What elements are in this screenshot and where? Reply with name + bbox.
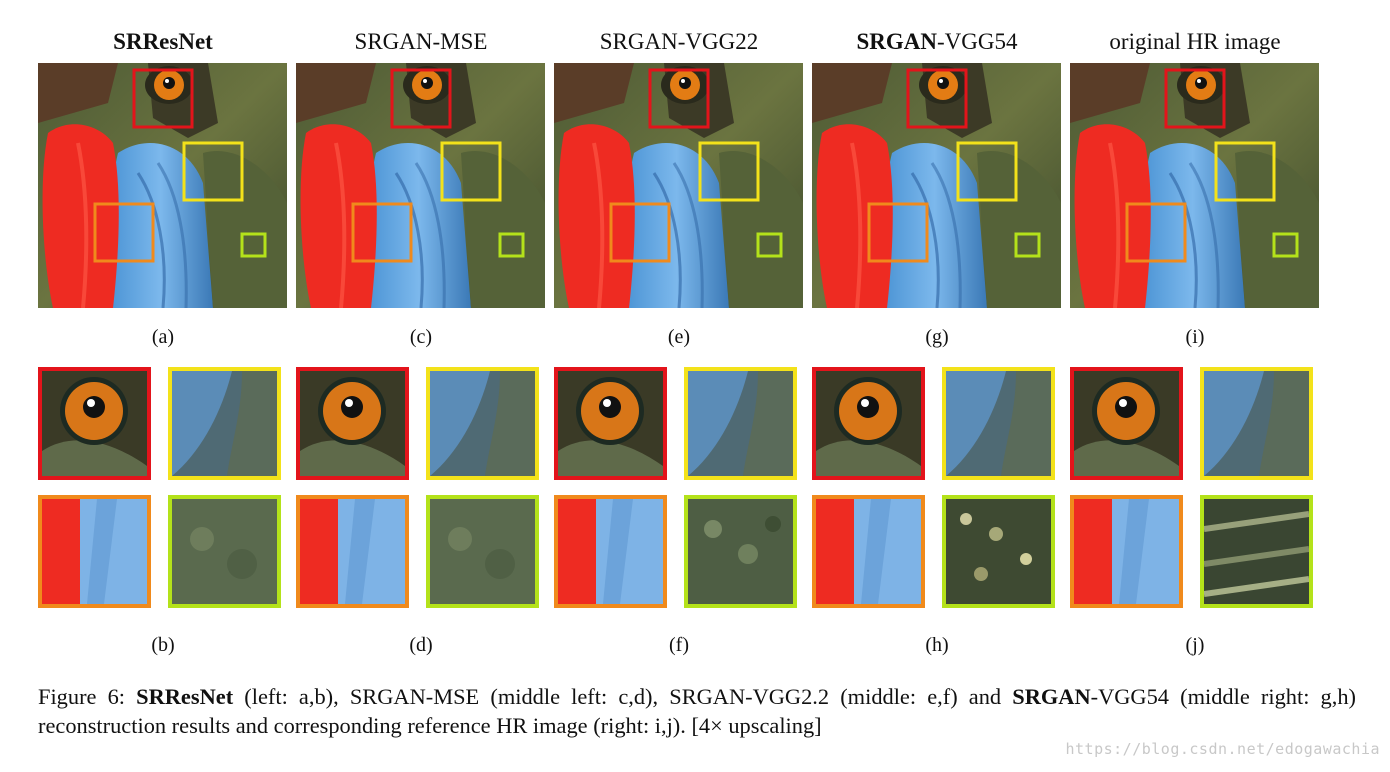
- crop-eye-srgan-vgg22: [554, 367, 667, 480]
- baboon-image-srgan-vgg22: [554, 63, 803, 308]
- crop-eye-srresnet: [38, 367, 151, 480]
- column-title-srgan-vgg54: SRGAN-VGG54: [856, 29, 1018, 54]
- panel-label-b: (b): [151, 634, 175, 656]
- baboon-illustration: [554, 63, 803, 308]
- baboon-illustration: [38, 63, 287, 308]
- crop-fur-srgan-vgg22: [684, 367, 797, 480]
- column-title-original-hr: original HR image: [1109, 29, 1281, 54]
- panel-label-i: (i): [1185, 326, 1205, 348]
- crop-fur-srgan-mse: [426, 367, 539, 480]
- panel-label-g: (g): [925, 326, 949, 348]
- crop-eye-srgan-vgg54: [812, 367, 925, 480]
- panel-label-h: (h): [925, 634, 949, 656]
- panel-label-d: (d): [409, 634, 433, 656]
- baboon-image-srgan-mse: [296, 63, 545, 308]
- crop-fur-srresnet: [168, 367, 281, 480]
- column-title-srresnet: SRResNet: [113, 29, 213, 54]
- panel-label-c: (c): [409, 326, 433, 348]
- column-title-srgan-mse: SRGAN-MSE: [354, 29, 488, 54]
- baboon-illustration: [296, 63, 545, 308]
- crop-fur-srgan-vgg54: [942, 367, 1055, 480]
- crop-texture-srresnet: [168, 495, 281, 608]
- crop-nose-srgan-vgg22: [554, 495, 667, 608]
- baboon-illustration: [1070, 63, 1319, 308]
- crop-nose-srgan-vgg54: [812, 495, 925, 608]
- panel-label-a: (a): [151, 326, 175, 348]
- panel-label-f: (f): [669, 634, 689, 656]
- crop-texture-srgan-vgg22: [684, 495, 797, 608]
- crop-fur-original-hr: [1200, 367, 1313, 480]
- crop-texture-srgan-mse: [426, 495, 539, 608]
- crop-nose-srgan-mse: [296, 495, 409, 608]
- crop-nose-srresnet: [38, 495, 151, 608]
- crop-nose-original-hr: [1070, 495, 1183, 608]
- column-title-srgan-vgg22: SRGAN-VGG22: [599, 29, 759, 54]
- crop-texture-original-hr: [1200, 495, 1313, 608]
- figure-caption: Figure 6: SRResNet (left: a,b), SRGAN-MS…: [38, 684, 1356, 738]
- panel-label-j: (j): [1185, 634, 1205, 656]
- baboon-illustration: [812, 63, 1061, 308]
- crop-eye-srgan-mse: [296, 367, 409, 480]
- baboon-image-srgan-vgg54: [812, 63, 1061, 308]
- panel-label-e: (e): [667, 326, 691, 348]
- crop-eye-original-hr: [1070, 367, 1183, 480]
- baboon-image-srresnet: [38, 63, 287, 308]
- baboon-image-original-hr: [1070, 63, 1319, 308]
- watermark-url: https://blog.csdn.net/edogawachia: [1065, 740, 1380, 758]
- crop-texture-srgan-vgg54: [942, 495, 1055, 608]
